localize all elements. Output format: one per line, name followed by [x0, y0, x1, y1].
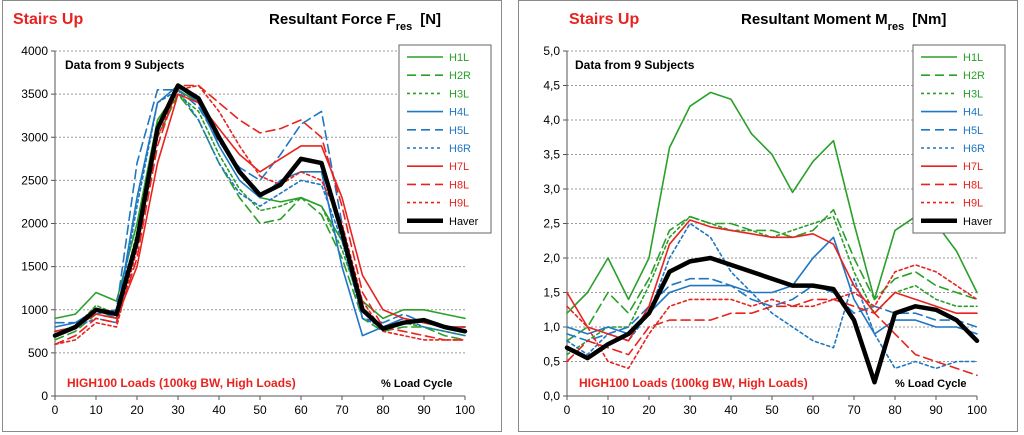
- series-line-h8l: [566, 298, 978, 377]
- series-line-h6r: [566, 222, 978, 370]
- legend-box: [912, 44, 1006, 234]
- y-tick-label: 2,0: [543, 251, 560, 265]
- x-tick-label: 80: [888, 403, 902, 417]
- x-axis-label: % Load Cycle: [381, 378, 453, 390]
- y-tick-label: 0: [41, 389, 48, 403]
- series-line-h9l: [54, 84, 466, 346]
- legend-entry: H4L: [449, 107, 469, 119]
- x-tick-label: 10: [601, 403, 615, 417]
- legend-entry: H6R: [449, 143, 471, 155]
- y-tick-label: 1000: [21, 303, 48, 317]
- legend-entry: H7L: [963, 161, 983, 173]
- legend-entry: H2R: [449, 70, 471, 82]
- x-tick-label: 40: [724, 403, 738, 417]
- x-tick-label: 70: [847, 403, 861, 417]
- legend-entry: H8L: [449, 179, 469, 191]
- chart-subtitle: Data from 9 Subjects: [575, 58, 695, 72]
- y-tick-label: 4,5: [543, 79, 560, 93]
- x-tick-label: 0: [564, 403, 571, 417]
- series-line-haver: [52, 83, 468, 338]
- y-tick-label: 4000: [21, 44, 48, 58]
- series-line-h2r: [54, 93, 466, 341]
- x-tick-label: 50: [765, 403, 779, 417]
- legend-entry: H4L: [963, 107, 983, 119]
- x-tick-label: 30: [683, 403, 697, 417]
- chart-moment-svg: Stairs Up Resultant Moment Mres [Nm] 0,00…: [543, 11, 1006, 417]
- chart-title-main: Resultant Force F: [269, 11, 396, 28]
- chart-annotation: HIGH100 Loads (100kg BW, High Loads): [579, 376, 808, 390]
- legend-entry: H9L: [963, 198, 983, 210]
- x-axis-label: % Load Cycle: [895, 378, 967, 390]
- y-tick-label: 1500: [21, 260, 48, 274]
- legend-entry: Haver: [449, 216, 479, 228]
- x-tick-label: 60: [806, 403, 820, 417]
- x-tick-label: 80: [376, 403, 390, 417]
- x-tick-label: 90: [929, 403, 943, 417]
- chart-subtitle: Data from 9 Subjects: [65, 58, 185, 72]
- chart-panel-force: Stairs Up Resultant Force Fres [N] 0 500 10…: [2, 0, 502, 432]
- y-tick-label: 0,5: [543, 355, 560, 369]
- legend-entry: H5L: [449, 125, 469, 137]
- legend-entry: H8L: [963, 179, 983, 191]
- chart-title: Resultant Force Fres [N]: [269, 11, 441, 33]
- legend-entry: H9L: [449, 198, 469, 210]
- chart-panel-moment: Stairs Up Resultant Moment Mres [Nm] 0,0 0…: [518, 0, 1018, 432]
- x-tick-label: 50: [253, 403, 267, 417]
- y-tick-label: 500: [28, 346, 48, 360]
- chart-activity: Stairs Up: [13, 11, 83, 28]
- legend-entry: H7L: [449, 161, 469, 173]
- chart-title-subscript: res: [888, 21, 905, 33]
- y-tick-label: 1,0: [543, 320, 560, 334]
- x-tick-label: 40: [212, 403, 226, 417]
- chart-plot-area: 0 500 1000 1500 2000 2500 3000 3500 4000 0 10 20 30 4…: [21, 44, 475, 417]
- legend-entry: H2R: [963, 70, 985, 82]
- series-line-h5l: [54, 89, 466, 328]
- chart-force-svg: Stairs Up Resultant Force Fres [N] 050010…: [13, 11, 492, 417]
- legend-entry: H6R: [963, 143, 985, 155]
- legend-entry: Haver: [963, 216, 993, 228]
- chart-title-main: Resultant Moment M: [741, 11, 888, 28]
- y-tick-label: 1,5: [543, 286, 560, 300]
- y-tick-label: 4,0: [543, 113, 560, 127]
- chart-title-subscript: res: [396, 21, 413, 33]
- chart-annotation: HIGH100 Loads (100kg BW, High Loads): [67, 376, 296, 390]
- y-tick-label: 3500: [21, 87, 48, 101]
- series-line-haver: [564, 255, 980, 385]
- x-tick-label: 30: [171, 403, 185, 417]
- legend-entry: H1L: [963, 52, 983, 64]
- legend-entry: H3L: [963, 88, 983, 100]
- series-line-h2r: [566, 208, 978, 342]
- x-tick-label: 0: [52, 403, 59, 417]
- chart-legend: H1L H2R H3L H4L H5L H6R H7L H8L H9L Haver: [398, 44, 492, 234]
- legend-box: [398, 44, 492, 234]
- legend-entry: H1L: [449, 52, 469, 64]
- series-line-h9l: [566, 264, 978, 370]
- y-tick-label: 2500: [21, 173, 48, 187]
- x-tick-label: 100: [455, 403, 475, 417]
- y-tick-label: 2000: [21, 217, 48, 231]
- y-tick-label: 2,5: [543, 217, 560, 231]
- y-tick-label: 5,0: [543, 44, 560, 58]
- x-tick-label: 90: [417, 403, 431, 417]
- x-tick-label: 20: [130, 403, 144, 417]
- chart-title: Resultant Moment Mres [Nm]: [741, 11, 946, 33]
- x-tick-label: 100: [967, 403, 987, 417]
- x-tick-label: 10: [89, 403, 103, 417]
- x-tick-label: 70: [335, 403, 349, 417]
- chart-unit: [N]: [420, 11, 441, 28]
- y-tick-label: 3,5: [543, 148, 560, 162]
- x-tick-label: 60: [294, 403, 308, 417]
- x-tick-label: 20: [642, 403, 656, 417]
- chart-activity: Stairs Up: [569, 11, 639, 28]
- chart-plot-area: 0,0 0,5 1,0 1,5 2,0 2,5 3,0 3,5 4,0 4,5 5,0 0 10 20 30…: [543, 44, 987, 417]
- y-tick-label: 3000: [21, 130, 48, 144]
- legend-entry: H5L: [963, 125, 983, 137]
- y-tick-label: 3,0: [543, 182, 560, 196]
- y-tick-label: 0,0: [543, 389, 560, 403]
- series-line-h1l: [566, 91, 978, 315]
- chart-legend: H1L H2R H3L H4L H5L H6R H7L H8L H9L Haver: [912, 44, 1006, 234]
- chart-unit: [Nm]: [912, 11, 946, 28]
- legend-entry: H3L: [449, 88, 469, 100]
